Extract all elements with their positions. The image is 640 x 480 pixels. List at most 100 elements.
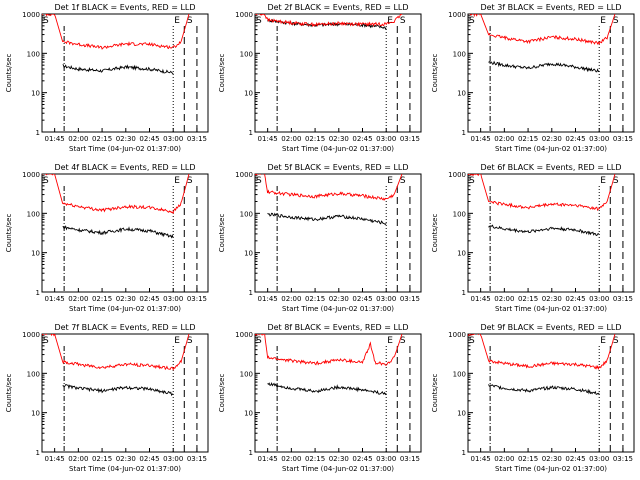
y-tick-label: 1000 xyxy=(22,11,40,19)
plot-frame xyxy=(467,173,635,293)
y-axis-label: Counts/sec xyxy=(218,214,226,253)
x-tick-label: 03:00 xyxy=(589,455,609,463)
chart-title: Det 4f BLACK = Events, RED = LLD xyxy=(54,163,195,172)
x-tick-label: 02:45 xyxy=(352,295,372,303)
x-axis-label: Start Time (04-Jun-02 01:37:00) xyxy=(495,305,607,313)
x-tick-label: 02:30 xyxy=(542,455,562,463)
x-tick-label: 02:45 xyxy=(565,295,585,303)
plot-frame xyxy=(467,13,635,133)
series-group xyxy=(255,174,403,225)
chart-title: Det 1f BLACK = Events, RED = LLD xyxy=(54,3,195,12)
lld-series-line xyxy=(42,14,190,50)
s-marker: S xyxy=(256,16,262,26)
chart-title: Det 7f BLACK = Events, RED = LLD xyxy=(54,323,195,332)
s-marker: S xyxy=(613,336,619,346)
x-axis-label: Start Time (04-Jun-02 01:37:00) xyxy=(282,465,394,473)
x-tick-label: 02:15 xyxy=(518,455,538,463)
x-tick-label: 02:15 xyxy=(92,135,112,143)
x-tick-label: 02:15 xyxy=(518,135,538,143)
x-tick-label: 03:00 xyxy=(589,135,609,143)
events-series-line xyxy=(488,384,600,395)
y-tick-label: 100 xyxy=(453,370,466,378)
x-tick-label: 03:00 xyxy=(163,295,183,303)
x-tick-label: 03:15 xyxy=(613,295,633,303)
x-tick-label: 02:00 xyxy=(494,295,514,303)
y-axis-label: Counts/sec xyxy=(5,374,13,413)
chart-title: Det 6f BLACK = Events, RED = LLD xyxy=(480,163,621,172)
y-tick-label: 1 xyxy=(249,289,253,297)
y-tick-label: 100 xyxy=(240,210,253,218)
chart-panel-8: Det 8f BLACK = Events, RED = LLD 1 10 100 10… xyxy=(218,323,422,473)
events-series-line xyxy=(267,212,387,225)
x-tick-label: 03:15 xyxy=(400,295,420,303)
x-tick-label: 03:00 xyxy=(376,295,396,303)
y-tick-label: 1 xyxy=(462,289,466,297)
y-tick-label: 100 xyxy=(27,210,40,218)
x-tick-label: 01:45 xyxy=(258,455,278,463)
y-tick-label: 1000 xyxy=(22,331,40,339)
y-tick-label: 100 xyxy=(240,370,253,378)
y-axis-label: Counts/sec xyxy=(5,214,13,253)
x-axis-label: Start Time (04-Jun-02 01:37:00) xyxy=(495,465,607,473)
y-tick-label: 100 xyxy=(453,210,466,218)
x-tick-label: 02:00 xyxy=(281,455,301,463)
e-marker: E xyxy=(174,16,180,26)
x-tick-label: 02:30 xyxy=(116,295,136,303)
y-tick-label: 100 xyxy=(27,370,40,378)
x-tick-label: 01:45 xyxy=(45,135,65,143)
e-marker: E xyxy=(600,176,606,186)
series-group xyxy=(468,14,616,73)
y-tick-label: 1000 xyxy=(448,11,466,19)
x-tick-label: 01:45 xyxy=(471,295,491,303)
x-tick-label: 03:15 xyxy=(400,455,420,463)
x-tick-label: 03:15 xyxy=(400,135,420,143)
y-tick-label: 10 xyxy=(457,90,466,98)
chart-panel-6: Det 6f BLACK = Events, RED = LLD 1 10 100 10… xyxy=(431,163,635,313)
x-tick-label: 01:45 xyxy=(45,295,65,303)
plot-frame xyxy=(254,333,422,453)
s-marker: S xyxy=(400,176,406,186)
x-axis-label: Start Time (04-Jun-02 01:37:00) xyxy=(282,145,394,153)
x-tick-label: 02:15 xyxy=(92,295,112,303)
y-axis-label: Counts/sec xyxy=(218,374,226,413)
lld-series-line xyxy=(42,334,190,371)
s-marker: S xyxy=(469,16,475,26)
e-marker: E xyxy=(600,16,606,26)
x-tick-label: 03:00 xyxy=(376,455,396,463)
x-tick-label: 03:15 xyxy=(613,135,633,143)
y-tick-label: 1 xyxy=(249,449,253,457)
plot-frame xyxy=(41,333,209,453)
series-group xyxy=(255,334,403,396)
x-tick-label: 02:00 xyxy=(494,135,514,143)
x-tick-label: 02:15 xyxy=(518,295,538,303)
x-tick-label: 02:30 xyxy=(542,135,562,143)
x-axis-label: Start Time (04-Jun-02 01:37:00) xyxy=(282,305,394,313)
x-tick-label: 02:45 xyxy=(565,455,585,463)
e-marker: E xyxy=(600,336,606,346)
y-tick-label: 100 xyxy=(27,50,40,58)
x-tick-label: 02:15 xyxy=(305,455,325,463)
y-tick-label: 10 xyxy=(244,250,253,258)
x-tick-label: 03:00 xyxy=(376,135,396,143)
x-tick-label: 03:15 xyxy=(613,455,633,463)
lld-series-line xyxy=(255,334,403,366)
x-axis-label: Start Time (04-Jun-02 01:37:00) xyxy=(495,145,607,153)
chart-title: Det 3f BLACK = Events, RED = LLD xyxy=(480,3,621,12)
s-marker: S xyxy=(400,336,406,346)
lld-series-line xyxy=(468,14,616,46)
y-tick-label: 1 xyxy=(462,449,466,457)
events-series-line xyxy=(62,225,174,239)
e-marker: E xyxy=(174,336,180,346)
x-axis-label: Start Time (04-Jun-02 01:37:00) xyxy=(69,305,181,313)
x-tick-label: 02:00 xyxy=(68,135,88,143)
s-marker: S xyxy=(613,176,619,186)
s-marker: S xyxy=(613,16,619,26)
x-tick-label: 03:15 xyxy=(187,135,207,143)
y-tick-label: 1000 xyxy=(235,11,253,19)
s-marker: S xyxy=(187,176,193,186)
x-tick-label: 02:00 xyxy=(281,295,301,303)
series-group xyxy=(468,334,616,395)
x-tick-label: 02:45 xyxy=(139,135,159,143)
lld-series-line xyxy=(255,14,403,28)
series-group xyxy=(255,14,403,30)
